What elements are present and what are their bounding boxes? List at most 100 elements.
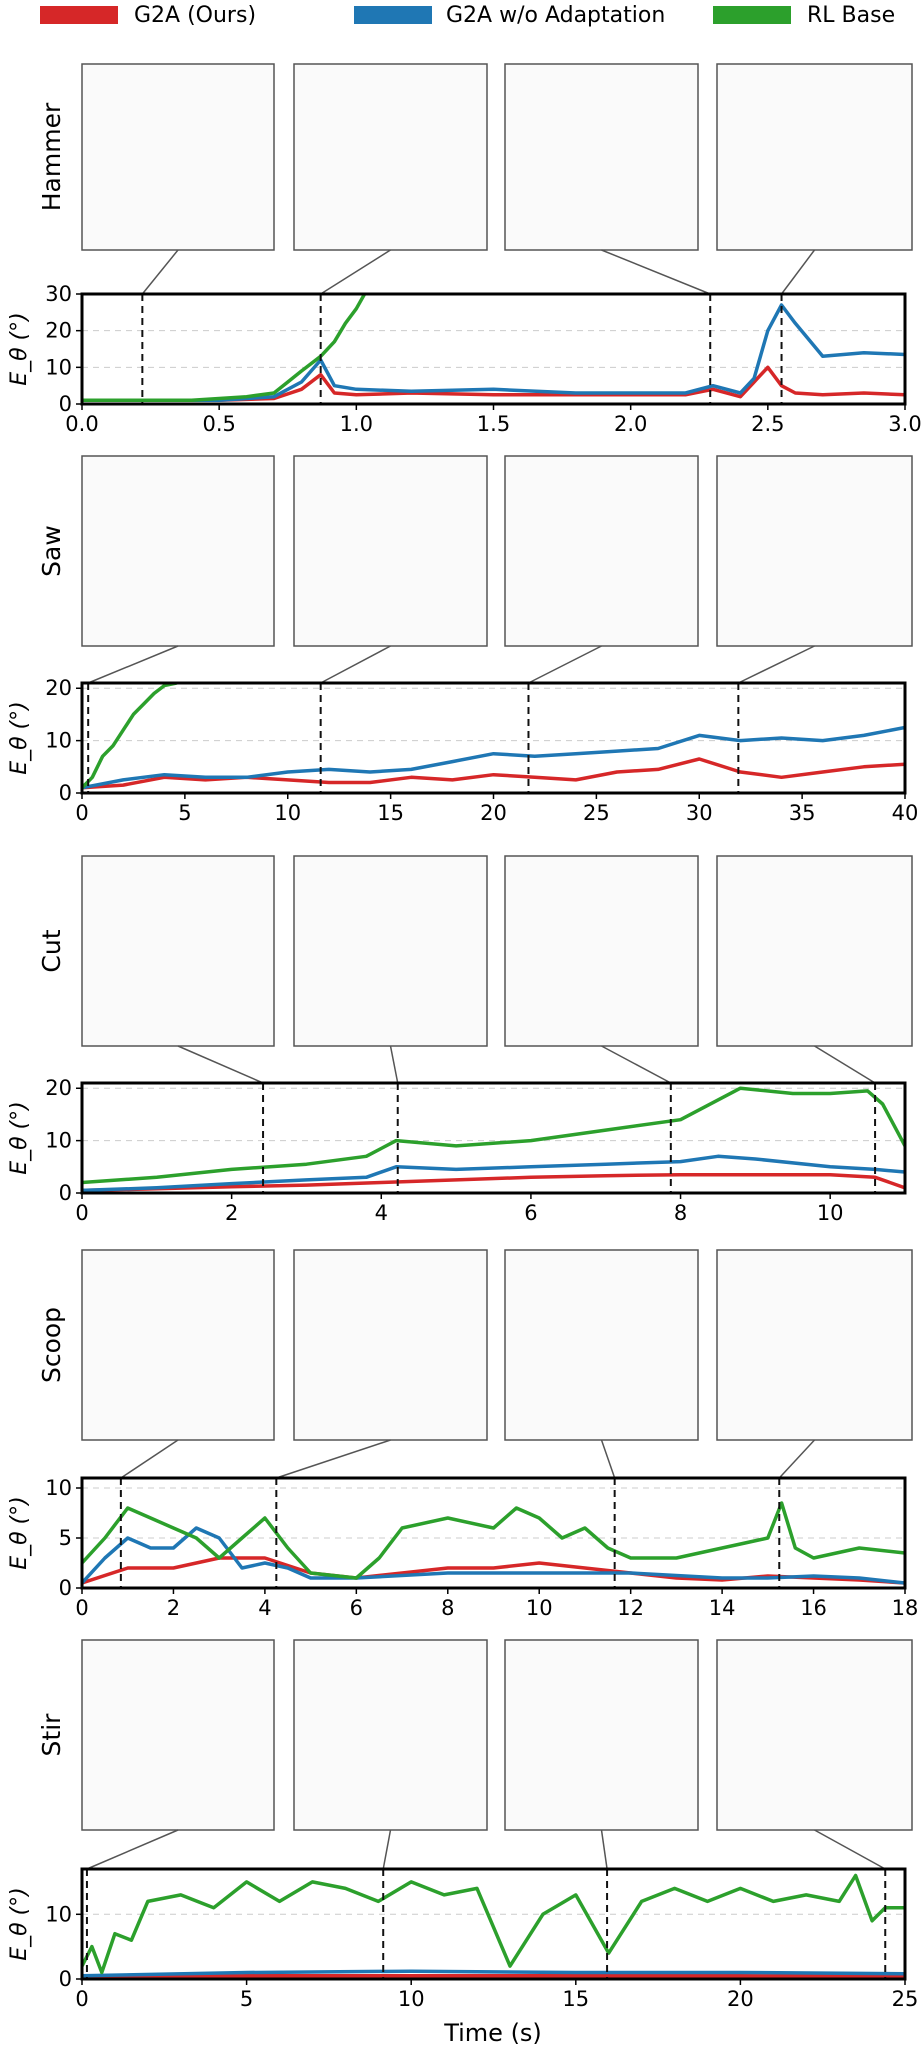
connector-line — [780, 249, 816, 295]
series-line-rl-base — [82, 683, 179, 790]
y-tick-label: 10 — [45, 1476, 72, 1500]
frame-image — [81, 1249, 275, 1441]
series-line-rl-base — [82, 1086, 905, 1185]
y-tick-label: 0 — [59, 1576, 72, 1600]
panel-saw: Saw 0 10 20 0 5 10 15 20 25 30 35 40 E_θ (°) — [7, 455, 919, 825]
legend-label-rl: RL Base — [807, 3, 895, 28]
series-line-g2a-ours- — [82, 1172, 905, 1193]
frame-image — [716, 1639, 913, 1831]
y-tick-label: 0 — [59, 1967, 72, 1991]
frame-image — [504, 1249, 699, 1441]
x-tick-label: 0 — [75, 1596, 88, 1620]
task-label: Cut — [37, 929, 66, 972]
series-group — [82, 1501, 905, 1585]
y-tick-label: 10 — [45, 1902, 72, 1926]
legend-entry: RL Base — [713, 3, 895, 28]
connector-line — [120, 1439, 179, 1479]
x-tick-label: 25 — [892, 1987, 919, 2011]
frame-image — [81, 63, 275, 251]
x-tick-label: 30 — [686, 801, 713, 825]
connector-line — [600, 1439, 616, 1479]
y-tick-label: 20 — [45, 1076, 72, 1100]
x-tick-label: 15 — [562, 1987, 589, 2011]
x-tick-label: 20 — [727, 1987, 754, 2011]
x-tick-label: 1.5 — [477, 412, 510, 436]
y-axis-title: E_θ (°) — [7, 312, 32, 386]
connector-line — [320, 249, 391, 295]
connector-line — [276, 1439, 391, 1479]
legend: G2A (Ours) G2A w/o Adaptation RL Base — [40, 3, 895, 28]
task-label: Stir — [37, 1713, 66, 1757]
series-line-g2a-ours- — [82, 365, 905, 403]
x-tick-label: 0 — [75, 1987, 88, 2011]
x-tick-label: 12 — [617, 1596, 644, 1620]
panel-cut: Cut 0 10 20 0 2 4 6 8 10 E_θ (°) — [7, 855, 913, 1225]
series-line-g2a-w-o-adaptation — [82, 1154, 905, 1193]
x-tick-label: 3.0 — [888, 412, 921, 436]
frame-image — [81, 855, 275, 1047]
y-tick-label: 0 — [59, 392, 72, 416]
connector-line — [814, 1829, 886, 1870]
frame-image — [293, 63, 488, 251]
y-tick-label: 20 — [45, 676, 72, 700]
task-label: Hammer — [37, 102, 66, 211]
x-tick-label: 40 — [892, 801, 919, 825]
series-line-g2a-w-o-adaptation — [82, 1526, 905, 1585]
frame-image — [716, 63, 913, 251]
legend-entry: G2A w/o Adaptation — [354, 3, 665, 28]
connector-line — [814, 1045, 876, 1084]
plot-frame — [80, 1867, 907, 1981]
x-tick-label: 18 — [892, 1596, 919, 1620]
frame-image — [293, 855, 488, 1047]
connector-line — [601, 1045, 672, 1084]
y-tick-label: 0 — [59, 1181, 72, 1205]
y-axis-title: E_θ (°) — [7, 701, 32, 775]
x-tick-label: 0.0 — [65, 412, 98, 436]
legend-swatch-g2a — [40, 6, 118, 24]
connector-line — [87, 645, 179, 684]
series-line-g2a-ours- — [82, 1556, 905, 1585]
frame-image — [81, 455, 275, 647]
connector-line — [320, 645, 391, 684]
series-group — [82, 1086, 905, 1193]
x-tick-label: 10 — [526, 1596, 553, 1620]
y-tick-label: 10 — [45, 729, 72, 753]
y-tick-label: 5 — [59, 1526, 72, 1550]
x-tick-label: 6 — [350, 1596, 363, 1620]
x-tick-label: 0 — [75, 801, 88, 825]
frame-image — [504, 855, 699, 1047]
x-tick-label: 1.0 — [340, 412, 373, 436]
x-tick-label: 15 — [377, 801, 404, 825]
x-tick-label: 0 — [75, 1201, 88, 1225]
series-line-g2a-w-o-adaptation — [82, 1969, 905, 1978]
series-line-g2a-w-o-adaptation — [82, 303, 905, 403]
y-tick-label: 20 — [45, 319, 72, 343]
panel-stir: Stir 0 10 0 5 10 15 20 25 E_θ (°) — [7, 1639, 919, 2011]
frame-image — [81, 1639, 275, 1831]
frame-image — [716, 455, 913, 647]
connector-line — [382, 1829, 392, 1870]
x-tick-label: 2 — [167, 1596, 180, 1620]
connector-line — [86, 1829, 179, 1870]
x-tick-label: 4 — [258, 1596, 271, 1620]
panel-hammer: Hammer 0 10 20 30 0.0 0.5 1.0 1.5 2.0 2.5 3.0 E_θ (°… — [7, 63, 922, 436]
series-group — [82, 1873, 905, 1979]
connector-line — [177, 1045, 264, 1084]
x-tick-label: 10 — [817, 1201, 844, 1225]
legend-label-g2a: G2A (Ours) — [134, 3, 256, 28]
x-tick-label: 10 — [398, 1987, 425, 2011]
plot-frame — [80, 1081, 907, 1195]
frame-image — [504, 455, 699, 647]
task-label: Saw — [37, 525, 66, 577]
series-group — [82, 294, 905, 403]
connector-line — [528, 645, 602, 684]
x-axis-title: Time (s) — [443, 2019, 542, 2047]
x-tick-label: 5 — [178, 801, 191, 825]
y-tick-label: 10 — [45, 355, 72, 379]
series-line-g2a-ours- — [82, 1974, 905, 1979]
series-line-g2a-w-o-adaptation — [82, 725, 905, 790]
connector-line — [600, 1829, 608, 1870]
legend-swatch-no-adapt — [354, 6, 432, 24]
frame-image — [716, 1249, 913, 1441]
